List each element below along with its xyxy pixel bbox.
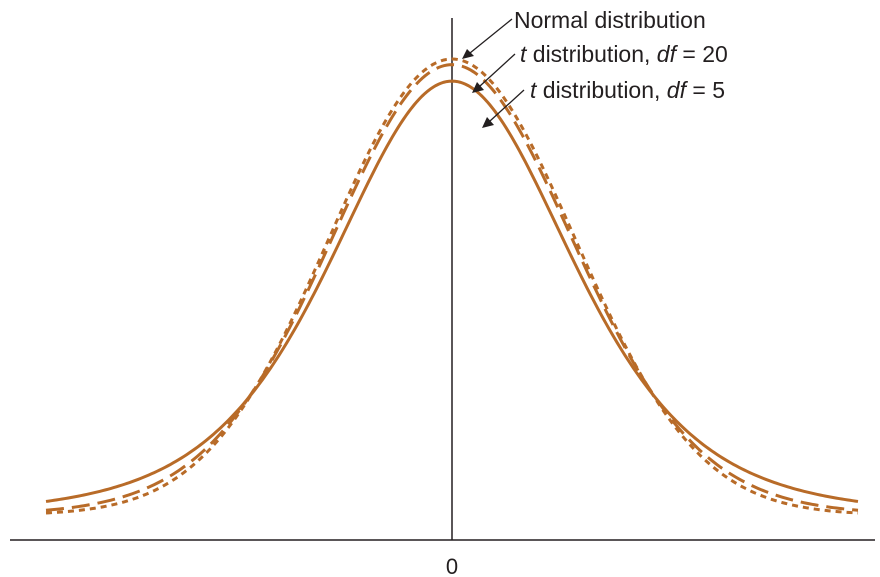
- label-t-distribution-df5: t distribution, df = 5: [530, 77, 725, 103]
- label-normal-distribution: Normal distribution: [514, 7, 706, 33]
- annotation-arrow-normal: [462, 18, 513, 59]
- normal-distribution-curve: [45, 57, 859, 515]
- x-tick-label-0: 0: [446, 554, 458, 577]
- annotation-arrow-t5: [482, 89, 525, 128]
- annotation-arrow-t20: [472, 53, 516, 93]
- t-distribution-df5-curve: [45, 79, 859, 503]
- t-distribution-df20-curve: [45, 63, 859, 512]
- label-t-distribution-df20: t distribution, df = 20: [520, 41, 728, 67]
